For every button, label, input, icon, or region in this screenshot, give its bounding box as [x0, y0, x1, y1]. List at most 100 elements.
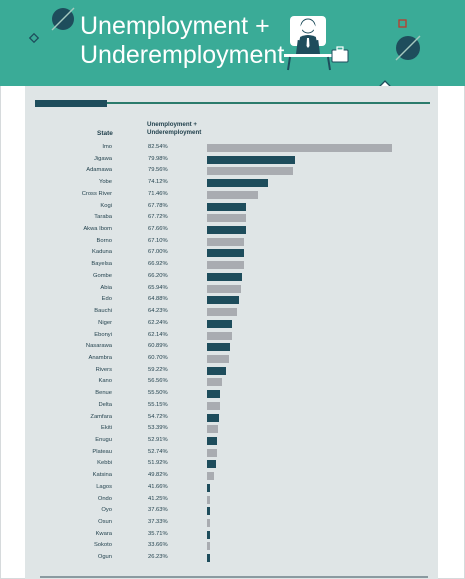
value-label: 55.15%: [148, 401, 168, 408]
value-label: 71.46%: [148, 190, 168, 197]
table-row: Abia 65.94%: [0, 283, 465, 294]
bar: [207, 284, 242, 293]
bar: [207, 155, 295, 164]
header-banner: Unemployment + Underemployment: [0, 0, 465, 86]
table-row: Kogi 67.78%: [0, 201, 465, 212]
state-label: Borno: [96, 237, 112, 244]
bar: [207, 448, 217, 457]
value-label: 52.91%: [148, 437, 168, 443]
state-label: Imo: [102, 144, 112, 150]
table-row: Benue 55.50%: [0, 388, 465, 399]
table-row: Kwara 35.71%: [0, 529, 465, 540]
bar: [207, 519, 210, 528]
state-label: Katsina: [92, 472, 112, 479]
value-label: 79.98%: [148, 155, 168, 162]
state-label: Kebbi: [97, 460, 112, 467]
table-row: Zamfara 54.72%: [0, 412, 465, 423]
bar: [207, 144, 392, 152]
table-row: Taraba 67.72%: [0, 212, 465, 223]
bar: [207, 249, 245, 258]
value-label: 59.22%: [148, 366, 168, 373]
value-label: 66.20%: [148, 272, 168, 279]
bar: [207, 331, 233, 340]
worried-person-at-desk-icon: [284, 16, 349, 71]
bar: [207, 530, 210, 539]
value-label: 41.66%: [148, 483, 168, 490]
table-row: Kaduna 67.00%: [0, 247, 465, 258]
slashed-circle-icon: [395, 35, 421, 61]
bar: [207, 460, 216, 469]
square-outline-icon: [398, 19, 407, 28]
table-row: Sokoto 33.66%: [0, 540, 465, 551]
bar: [207, 413, 220, 422]
column-header-value: Unemployment + Underemployment: [147, 121, 201, 137]
column-header-value-line-1: Unemployment +: [147, 121, 198, 128]
table-row: Niger 62.24%: [0, 318, 465, 329]
bar: [207, 190, 259, 199]
state-label: Sokoto: [93, 542, 112, 549]
state-label: Nasarawa: [85, 343, 112, 350]
value-label: 60.89%: [148, 343, 168, 350]
value-label: 41.25%: [148, 495, 168, 502]
bar: [207, 401, 220, 410]
table-row: Nasarawa 60.89%: [0, 341, 465, 352]
table-row: Katsina 49.82%: [0, 470, 465, 481]
table-row: Edo 64.88%: [0, 294, 465, 305]
value-label: 54.72%: [148, 413, 168, 420]
value-label: 35.71%: [148, 530, 168, 537]
table-row: Delta 55.15%: [0, 400, 465, 411]
bar: [207, 542, 210, 551]
value-label: 62.14%: [148, 331, 168, 338]
bar: [207, 167, 293, 176]
value-label: 62.24%: [148, 319, 168, 326]
state-label: Anambra: [88, 354, 112, 361]
bar: [207, 425, 218, 434]
table-row: Imo 82.54%: [0, 142, 465, 153]
value-label: 33.66%: [148, 542, 168, 549]
bar: [207, 378, 222, 387]
table-row: Akwa Ibom 67.66%: [0, 224, 465, 235]
state-label: Kogi: [100, 202, 112, 209]
title-line-2: Underemployment: [80, 41, 285, 69]
table-row: Jigawa 79.98%: [0, 154, 465, 165]
value-label: 67.78%: [148, 202, 168, 209]
state-label: Ondo: [97, 495, 112, 502]
state-label: Bauchi: [94, 308, 112, 315]
accent-line: [107, 102, 430, 104]
table-row: Ogun 26.23%: [0, 552, 465, 563]
state-label: Gombe: [92, 272, 112, 279]
state-label: Abia: [100, 284, 112, 291]
value-label: 67.10%: [148, 237, 168, 244]
value-label: 37.33%: [148, 519, 168, 526]
page-title: Unemployment + Underemployment: [80, 12, 284, 70]
value-label: 79.56%: [148, 167, 168, 174]
bar: [207, 272, 242, 281]
value-label: 65.94%: [148, 284, 168, 291]
bar: [207, 390, 221, 399]
bar: [207, 214, 247, 223]
table-row: Bayelsa 66.92%: [0, 259, 465, 270]
value-label: 67.00%: [148, 249, 168, 256]
value-label: 37.63%: [148, 507, 168, 514]
state-label: Akwa Ibom: [83, 226, 112, 233]
state-label: Ekiti: [101, 425, 112, 432]
state-label: Lagos: [96, 483, 112, 490]
table-row: Ekiti 53.39%: [0, 423, 465, 434]
value-label: 66.92%: [148, 261, 168, 268]
state-label: Ogun: [97, 554, 112, 561]
table-row: Cross River 71.46%: [0, 189, 465, 200]
table-row: Anambra 60.70%: [0, 353, 465, 364]
table-row: Ebonyi 62.14%: [0, 330, 465, 341]
column-header-state: State: [97, 130, 113, 137]
table-row: Enugu 52.91%: [0, 435, 465, 446]
state-label: Niger: [98, 319, 112, 326]
value-label: 53.39%: [148, 425, 168, 432]
bar: [207, 226, 247, 235]
diamond-outline-icon: [28, 32, 40, 44]
title-line-1: Unemployment +: [80, 12, 270, 40]
state-label: Jigawa: [93, 155, 112, 162]
table-row: Borno 67.10%: [0, 236, 465, 247]
state-label: Kano: [98, 378, 112, 385]
state-label: Ebonyi: [94, 331, 112, 338]
state-label: Rivers: [95, 366, 112, 373]
